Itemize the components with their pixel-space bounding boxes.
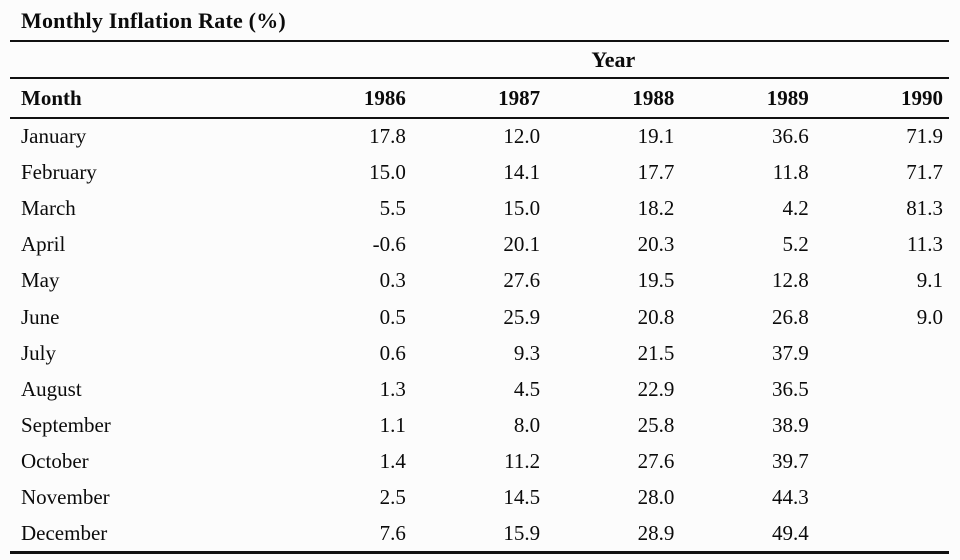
cell-value: 39.7 — [771, 449, 809, 474]
cell-value: 20.8 — [637, 304, 675, 329]
cell-value: 37.9 — [771, 340, 809, 365]
cell-value: 25.8 — [637, 413, 675, 438]
cell-value: 1.4 — [379, 449, 406, 474]
cell-value: 18.2 — [637, 195, 675, 220]
column-header-1990: 1990 — [814, 78, 949, 119]
row-label-month: January — [21, 124, 87, 149]
row-label-month: May — [21, 268, 60, 293]
table-row: August 1.3 4.5 22.9 36.5 — [10, 371, 949, 407]
cell-value: 28.9 — [546, 516, 681, 554]
cell-value: 44.3 — [771, 485, 809, 510]
cell-value: 36.5 — [771, 376, 809, 401]
cell-value: 5.5 — [379, 195, 406, 220]
cell-value: 17.8 — [369, 124, 406, 149]
table-row: May 0.3 27.6 19.5 12.8 9.1 — [10, 263, 949, 299]
table-row: December 7.6 15.9 28.9 49.4 — [10, 516, 949, 554]
cell-value: 1.3 — [379, 376, 406, 401]
column-header-1989: 1989 — [680, 78, 815, 119]
cell-value: 9.0 — [916, 304, 943, 329]
cell-value: 15.9 — [411, 516, 547, 554]
cell-value: 38.9 — [771, 413, 809, 438]
cell-value: 0.3 — [379, 268, 406, 293]
cell-value: 15.0 — [503, 195, 541, 220]
cell-value: 71.7 — [906, 159, 943, 184]
cell-value: 36.6 — [771, 124, 809, 149]
cell-value: 0.6 — [379, 340, 406, 365]
table-row: November 2.5 14.5 28.0 44.3 — [10, 480, 949, 516]
cell-value — [814, 516, 949, 554]
cell-value: 21.5 — [637, 340, 675, 365]
cell-value — [815, 371, 949, 407]
cell-value: 27.6 — [503, 268, 541, 293]
cell-value: 22.9 — [637, 376, 675, 401]
cell-value: 19.1 — [637, 124, 675, 149]
row-label-month: February — [21, 159, 97, 184]
cell-value: 2.5 — [379, 485, 406, 510]
cell-value: 17.7 — [637, 159, 675, 184]
table-row: January 17.8 12.0 19.1 36.6 71.9 — [10, 118, 949, 154]
cell-value: 5.2 — [782, 232, 809, 257]
cell-value: 9.1 — [916, 268, 943, 293]
column-header-1987: 1987 — [411, 78, 547, 119]
cell-value: 7.6 — [277, 516, 412, 554]
cell-value: 11.8 — [772, 159, 809, 184]
column-header-row: Month 1986 1987 1988 1989 1990 — [10, 78, 949, 119]
table-row: April -0.6 20.1 20.3 5.2 11.3 — [10, 227, 949, 263]
row-label-month: April — [21, 232, 66, 257]
cell-value: 4.5 — [513, 376, 541, 401]
cell-value: 0.5 — [379, 304, 406, 329]
row-label-month: September — [21, 413, 111, 438]
row-label-month: October — [21, 449, 89, 474]
cell-value: 28.0 — [637, 485, 675, 510]
row-label-month: December — [10, 516, 278, 554]
row-label-month: November — [21, 485, 110, 510]
cell-value: 49.4 — [680, 516, 815, 554]
cell-value: -0.6 — [372, 232, 406, 257]
cell-value: 27.6 — [637, 449, 675, 474]
cell-value: 11.2 — [504, 449, 541, 474]
table-row: October 1.4 11.2 27.6 39.7 — [10, 444, 949, 480]
row-label-month: March — [21, 195, 76, 220]
cell-value: 20.1 — [503, 232, 541, 257]
cell-value: 12.8 — [771, 268, 809, 293]
cell-value: 71.9 — [906, 124, 943, 149]
year-group-header: Year — [277, 42, 949, 79]
cell-value: 25.9 — [503, 304, 541, 329]
table-row: September 1.1 8.0 25.8 38.9 — [10, 408, 949, 444]
cell-value: 11.3 — [907, 232, 943, 257]
row-label-month: August — [21, 376, 82, 401]
inflation-table: Year Month 1986 1987 1988 1989 1990 Janu… — [10, 42, 949, 554]
row-label-month: July — [21, 340, 57, 365]
cell-value: 12.0 — [503, 124, 541, 149]
row-label-month: June — [21, 304, 60, 329]
column-header-1988: 1988 — [546, 78, 681, 119]
cell-value — [815, 480, 949, 516]
cell-value: 1.1 — [379, 413, 406, 438]
cell-value: 14.1 — [503, 159, 541, 184]
column-header-month: Month — [10, 78, 278, 119]
cell-value: 8.0 — [513, 413, 541, 438]
table-title: Monthly Inflation Rate (%) — [10, 5, 949, 42]
cell-value: 9.3 — [513, 340, 541, 365]
table-row: June 0.5 25.9 20.8 26.8 9.0 — [10, 299, 949, 335]
cell-value: 15.0 — [369, 159, 406, 184]
table-row: February 15.0 14.1 17.7 11.8 71.7 — [10, 154, 949, 190]
year-group-row: Year — [10, 42, 949, 79]
cell-value — [815, 335, 949, 371]
column-header-1986: 1986 — [277, 78, 412, 119]
table-row: March 5.5 15.0 18.2 4.2 81.3 — [10, 190, 949, 226]
cell-value: 19.5 — [637, 268, 675, 293]
cell-value: 26.8 — [771, 304, 809, 329]
cell-value — [815, 408, 949, 444]
cell-value: 4.2 — [782, 195, 809, 220]
corner-spacer — [10, 42, 278, 79]
cell-value — [815, 444, 949, 480]
cell-value: 81.3 — [906, 195, 943, 220]
cell-value: 14.5 — [503, 485, 541, 510]
cell-value: 20.3 — [637, 232, 675, 257]
table-row: July 0.6 9.3 21.5 37.9 — [10, 335, 949, 371]
